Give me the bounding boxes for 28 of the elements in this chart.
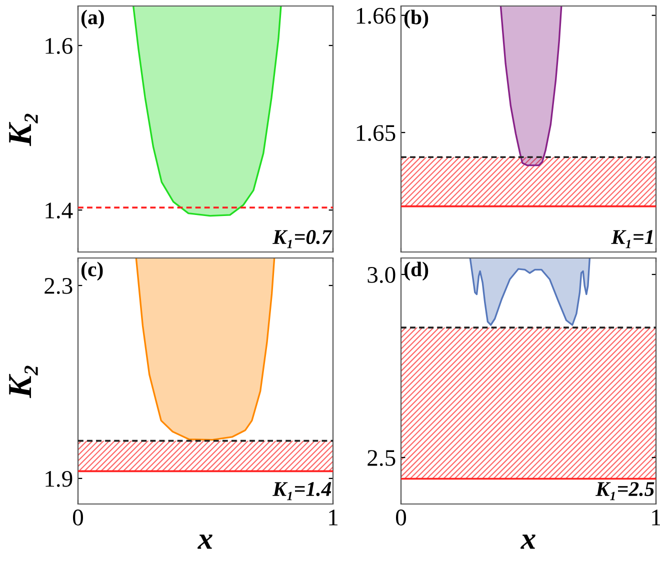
x-tick-label: 0	[72, 510, 84, 526]
annotation: (d)	[404, 262, 428, 281]
annotation: K₁=1.4	[272, 482, 332, 500]
y-tick-label: 1.4	[46, 202, 73, 219]
line-series	[469, 258, 591, 326]
y-tick-label: 1.66	[356, 8, 396, 24]
annotation: (c)	[81, 262, 103, 281]
annotation: K₁=2.5	[596, 482, 654, 500]
y-axis-title: K₂	[9, 114, 38, 146]
line-series	[135, 258, 276, 441]
y-tick-label: 1.6	[46, 38, 72, 54]
annotation: K₁=1	[611, 230, 653, 248]
annotation: (a)	[81, 10, 104, 29]
y-tick-label: 2.5	[368, 450, 396, 466]
y-tick-label: 1.9	[46, 470, 72, 487]
y-tick-label: 3.0	[368, 266, 396, 283]
x-tick-label: 0	[396, 510, 406, 526]
y-tick-label: 2.3	[44, 278, 72, 294]
line-series	[500, 6, 562, 166]
x-axis-title: x	[197, 534, 212, 549]
annotation: (b)	[404, 10, 428, 29]
x-tick-label: 1	[329, 510, 338, 526]
x-tick-label: 1	[652, 510, 660, 526]
annotation: K₁=0.7	[272, 230, 332, 248]
line-series	[132, 6, 282, 217]
y-tick-label: 1.65	[356, 125, 396, 142]
x-axis-title: x	[520, 534, 536, 549]
y-axis-title: K₂	[9, 366, 38, 398]
